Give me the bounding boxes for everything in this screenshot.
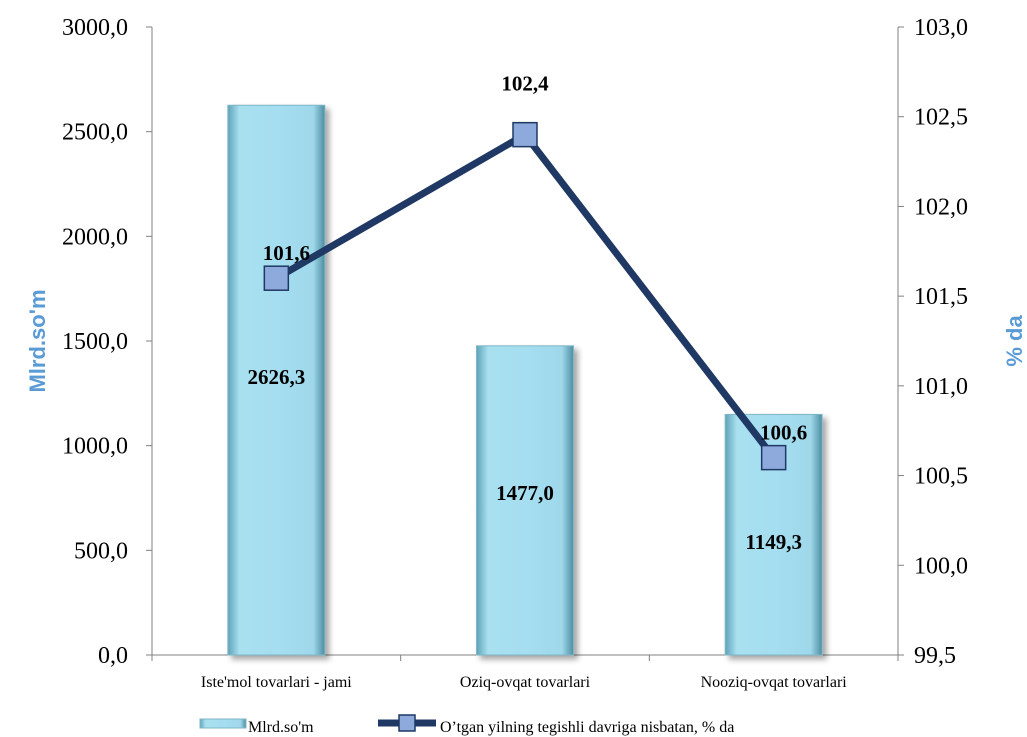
- left-axis-title: Mlrd.so'm: [25, 289, 50, 392]
- bar: [476, 345, 574, 656]
- right-tick-label: 103,0: [914, 15, 968, 41]
- left-tick-label: 1000,0: [62, 434, 128, 460]
- left-tick-label: 2000,0: [62, 224, 128, 250]
- data-labels: 2626,3 1477,0 1149,3 101,6 102,4 100,6: [247, 72, 807, 554]
- right-axis-title: % da: [1002, 315, 1027, 367]
- line-series: [263, 121, 787, 471]
- legend: Mlrd.so'm O’tgan yilning tegishli davriga…: [199, 714, 734, 736]
- line-point: [263, 265, 290, 291]
- right-tick-label: 102,0: [914, 194, 968, 220]
- bar-value-label: 1477,0: [496, 481, 554, 505]
- right-tick-label: 101,0: [914, 374, 968, 400]
- left-tick-label: 500,0: [74, 538, 128, 564]
- right-tick-label: 101,5: [914, 284, 968, 310]
- line-value-label: 100,6: [760, 421, 807, 445]
- bar-value-label: 1149,3: [745, 530, 802, 554]
- bar-value-label: 2626,3: [247, 365, 305, 389]
- x-tick-label: Oziq-ovqat tovarlari: [460, 674, 591, 691]
- left-tick-label: 2500,0: [62, 120, 128, 146]
- legend-label-line: O’tgan yilning tegishli davriga nisbatan…: [440, 719, 734, 736]
- line-value-label: 102,4: [501, 72, 549, 96]
- legend-swatch-marker: [398, 714, 416, 732]
- legend-swatch-bars: [199, 718, 247, 729]
- left-tick-label: 0,0: [98, 643, 128, 669]
- line-value-label: 101,6: [263, 241, 310, 265]
- x-tick-label: Iste'mol tovarlari - jami: [201, 674, 352, 691]
- bar-series: [227, 104, 823, 656]
- line-point: [760, 444, 787, 471]
- axes: 0,0 500,0 1000,0 1500,0 2000,0 2500,0 3000,0 99…: [25, 15, 1027, 691]
- line-point: [512, 121, 538, 148]
- bar: [227, 104, 326, 656]
- right-tick-label: 99,5: [914, 643, 956, 669]
- legend-label-bars: Mlrd.so'm: [248, 719, 314, 736]
- x-tick-label: Nooziq-ovqat tovarlari: [701, 674, 848, 691]
- left-tick-label: 3000,0: [62, 15, 128, 41]
- right-tick-label: 102,5: [914, 105, 968, 131]
- right-tick-label: 100,5: [914, 464, 968, 490]
- right-tick-label: 100,0: [914, 553, 968, 579]
- left-tick-label: 1500,0: [62, 329, 128, 355]
